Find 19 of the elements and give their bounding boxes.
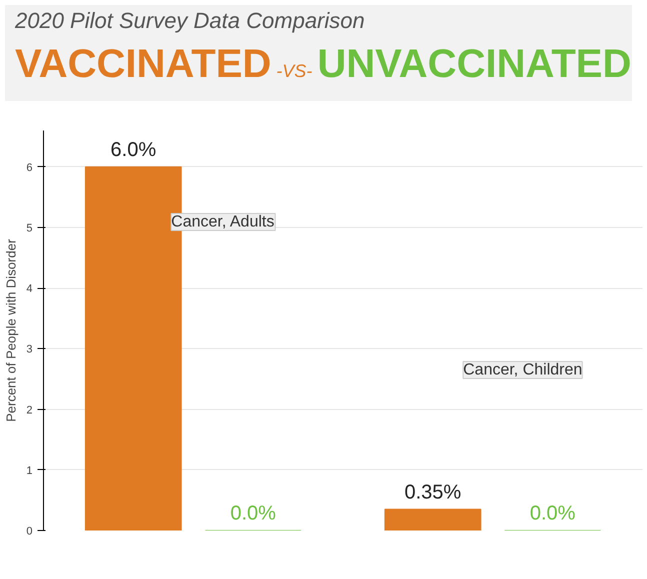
data-label: 0.0% <box>530 502 576 524</box>
y-tick-label: 4 <box>26 283 33 296</box>
y-axis-title: Percent of People with Disorder <box>3 238 18 422</box>
text: -VS- <box>275 61 314 82</box>
y-tick-label: 5 <box>26 222 33 234</box>
chart-title: 2020 Pilot Survey Data Comparison <box>15 7 366 35</box>
y-tick-label: 0 <box>26 526 33 538</box>
y-tick-label: 6 <box>26 162 33 174</box>
x-tick-label: Cancer, Adults <box>171 214 274 230</box>
y-tick-label: 3 <box>26 344 33 356</box>
text: UNVACCINATED <box>317 42 632 86</box>
bar <box>384 508 482 530</box>
text: VACCINATED <box>15 42 272 86</box>
y-tick-label: 1 <box>26 464 33 477</box>
data-label: 0.0% <box>230 502 276 524</box>
data-label: 0.35% <box>404 481 462 504</box>
y-tick-label: 2 <box>26 404 33 416</box>
x-tick-label: Cancer, Children <box>463 362 582 378</box>
data-label: 6.0% <box>110 138 156 161</box>
